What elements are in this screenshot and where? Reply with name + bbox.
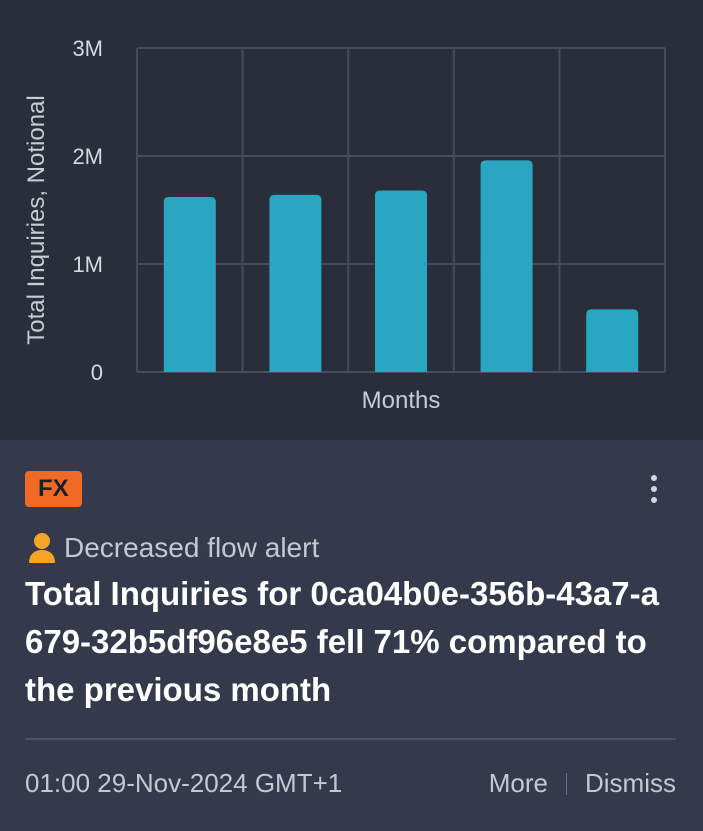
bar <box>480 160 533 372</box>
bar <box>586 309 639 372</box>
y-axis-title: Total Inquiries, Notional <box>23 95 50 344</box>
alert-type-label: Decreased flow alert <box>64 532 320 563</box>
alert-timestamp: 01:00 29-Nov-2024 GMT+1 <box>25 768 343 798</box>
alert-type: Decreased flow alert <box>28 528 319 568</box>
y-tick-label: 1M <box>72 252 103 277</box>
y-tick-label: 2M <box>72 144 103 169</box>
chart-panel: 0 1M 2M 3M Months Total Inquiries, Notional <box>0 0 703 440</box>
more-button[interactable]: More <box>488 768 548 798</box>
bar <box>163 197 216 372</box>
footer-actions: More Dismiss <box>489 768 676 799</box>
bar <box>375 190 427 372</box>
person-icon <box>29 533 55 563</box>
alert-headline: Total Inquiries for 0ca04b0e-356b-43a7-a… <box>25 575 659 708</box>
x-axis-title: Months <box>362 387 441 414</box>
divider <box>25 738 676 740</box>
asset-class-badge: FX <box>25 471 82 507</box>
alert-card: FX Decreased flow alert Total Inquiries … <box>0 440 703 831</box>
y-tick-label: 0 <box>91 360 103 385</box>
y-tick-label: 3M <box>72 36 103 61</box>
separator <box>566 772 567 795</box>
bar <box>269 194 322 372</box>
dismiss-button[interactable]: Dismiss <box>585 768 676 798</box>
kebab-menu-icon[interactable] <box>640 470 668 508</box>
bar-chart: 0 1M 2M 3M Months Total Inquiries, Notional <box>23 36 666 414</box>
